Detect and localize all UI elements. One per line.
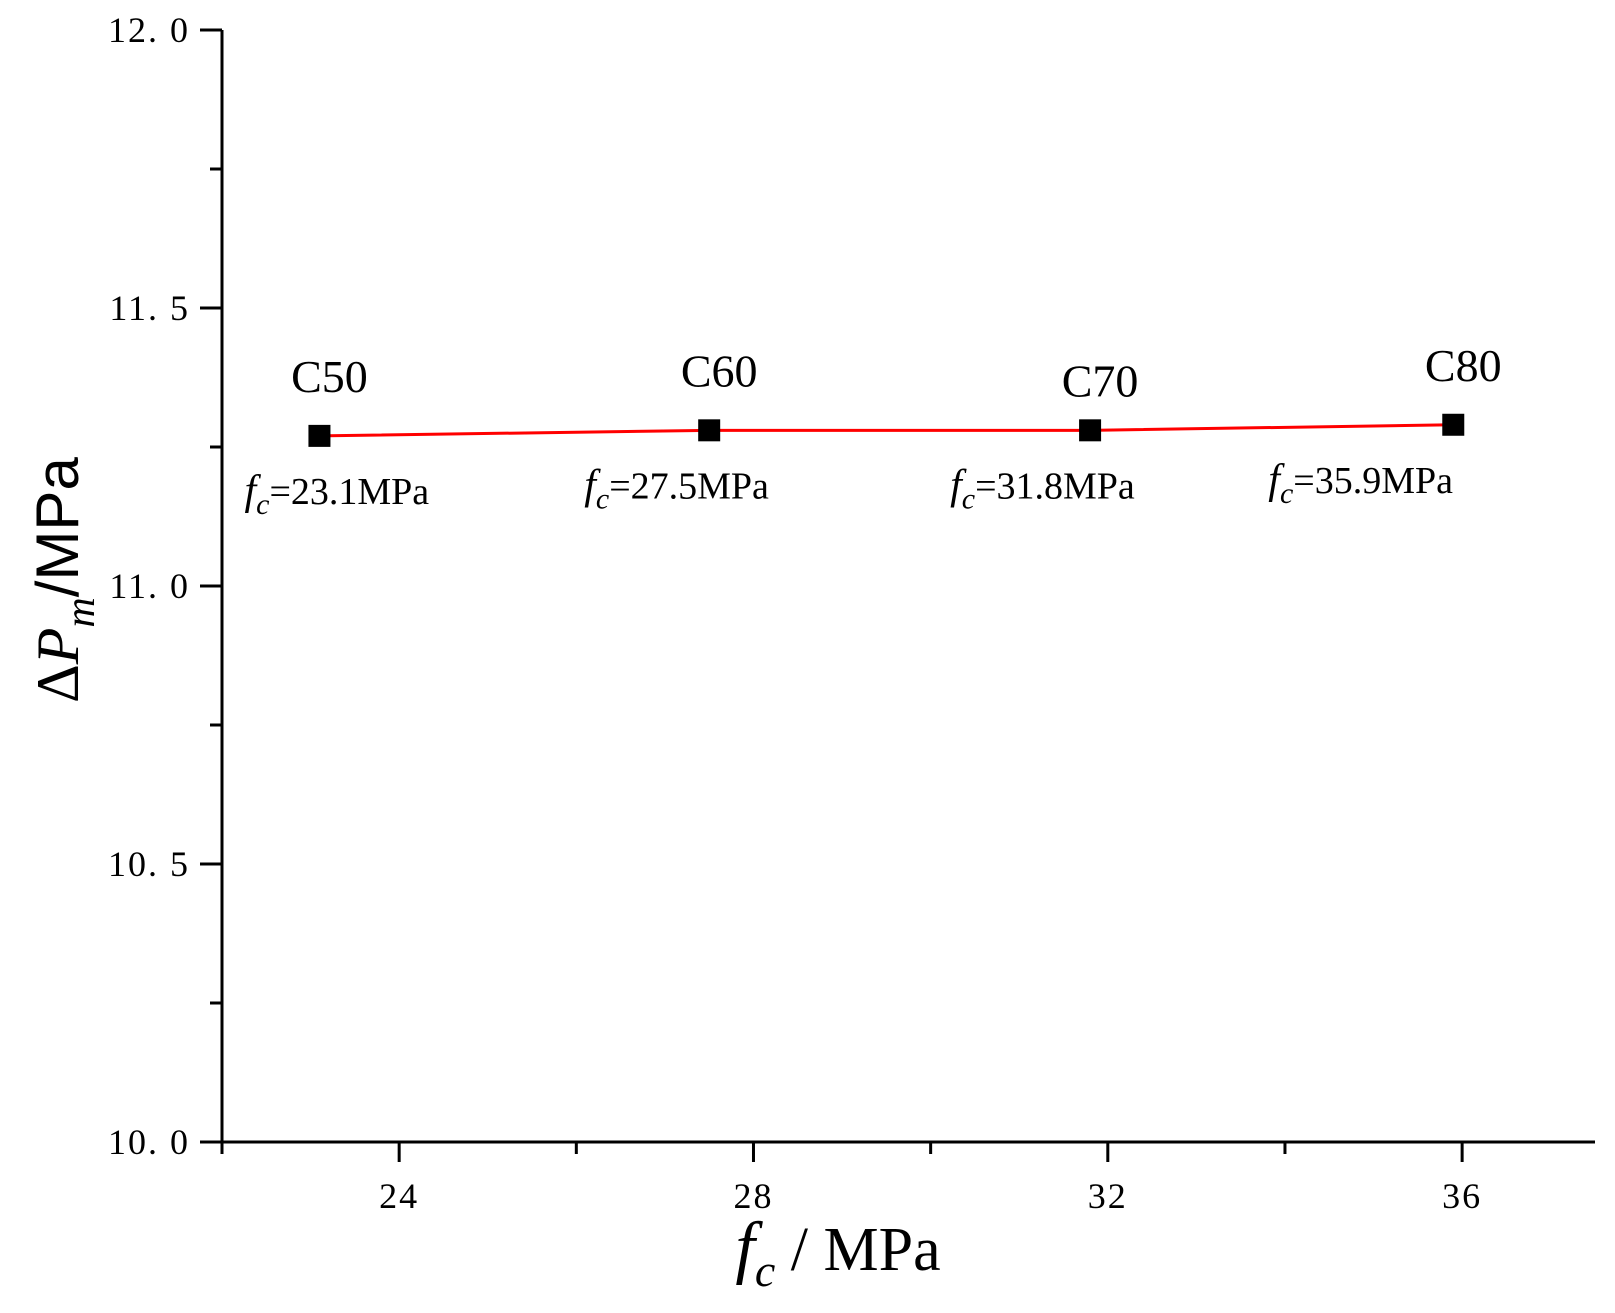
value-text: =31.8MPa — [975, 465, 1135, 507]
data-point-marker — [308, 424, 331, 447]
ticks: 24 28 32 36 10. 0 10. 5 11. 0 11. 5 12. 0 — [108, 10, 1482, 1216]
series — [308, 413, 1465, 447]
data-point-label: C60 — [681, 345, 758, 396]
series-line — [319, 423, 1454, 438]
axes — [220, 30, 1595, 1144]
y-axis-unit: /MPa — [24, 457, 91, 598]
y-axis-subscript: m — [58, 597, 104, 627]
data-point-value-label: fc=23.1MPa — [244, 468, 429, 521]
value-text: =27.5MPa — [609, 465, 769, 507]
data-point-value-label: fc=27.5MPa — [584, 462, 769, 515]
y-tick-label: 11. 5 — [109, 288, 190, 328]
value-text: =23.1MPa — [269, 471, 429, 513]
value-subscript: c — [596, 482, 609, 515]
y-axis-prefix: Δ — [25, 664, 91, 703]
value-subscript: c — [962, 482, 975, 515]
y-tick-label: 11. 0 — [109, 566, 190, 606]
value-subscript: c — [256, 488, 269, 521]
y-axis-title: ΔPm/MPa — [24, 457, 104, 703]
x-axis-title: fc / MPa — [735, 1209, 940, 1296]
y-axis-symbol: P — [25, 628, 91, 666]
x-tick-label: 32 — [1088, 1176, 1128, 1216]
data-point-label: C80 — [1425, 340, 1502, 391]
y-tick-label: 12. 0 — [108, 10, 190, 50]
x-tick-label: 36 — [1442, 1176, 1482, 1216]
data-point-value-label: fc=31.8MPa — [950, 462, 1135, 515]
x-axis-unit: / MPa — [775, 1216, 940, 1284]
y-tick-label: 10. 0 — [108, 1122, 190, 1162]
value-subscript: c — [1280, 477, 1293, 510]
value-text: =35.9MPa — [1293, 460, 1453, 502]
data-point-marker — [698, 419, 721, 442]
x-axis-subscript: c — [755, 1245, 775, 1296]
data-point-label: C50 — [291, 351, 368, 402]
data-point-value-label: fc=35.9MPa — [1268, 457, 1453, 510]
data-point-label: C70 — [1062, 355, 1139, 406]
data-point-marker — [1079, 419, 1102, 442]
labels: C50 fc=23.1MPa C60 fc=27.5MPa C70 fc=31.8MPa C… — [244, 340, 1501, 521]
data-point-marker — [1442, 413, 1465, 436]
x-tick-label: 28 — [733, 1176, 773, 1216]
y-tick-label: 10. 5 — [108, 844, 190, 884]
x-tick-label: 24 — [379, 1176, 419, 1216]
